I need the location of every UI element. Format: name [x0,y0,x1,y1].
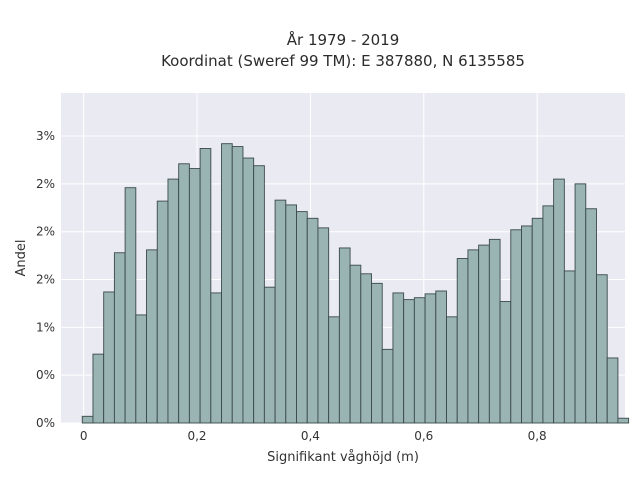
y-tick-label: 0% [36,368,55,382]
histogram-bar [585,208,597,424]
histogram-bar [563,270,576,424]
histogram-bar [617,417,630,424]
histogram-bar [456,258,469,424]
chart-title-line-2: Koordinat (Sweref 99 TM): E 387880, N 61… [161,52,525,70]
y-tick-label: 1% [36,320,55,334]
histogram-bar [446,316,458,424]
histogram-bar [606,357,619,424]
histogram-bar [92,353,105,424]
histogram-bar [574,183,587,424]
bar-layer [81,143,630,424]
histogram-bar [360,273,372,424]
histogram-bar [542,205,555,424]
histogram-bar [521,225,533,424]
histogram-bar [467,249,480,424]
y-tick-label: 3% [36,129,55,143]
chart-title-line-1: År 1979 - 2019 [287,30,400,49]
x-tick-label: 0,8 [528,429,547,443]
histogram-bar [499,301,512,424]
histogram-bar [478,244,490,424]
tick-layer: 0% 0% 1% 2% 2% 2% 3% 0 0,2 0,4 0,6 0,8 [36,129,547,443]
y-tick-label: 0% [36,416,55,430]
histogram-bar [424,293,437,424]
x-tick-label: 0,4 [301,429,320,443]
histogram-bar [349,264,362,424]
histogram-bar [381,348,394,424]
histogram-bar [413,297,426,424]
histogram-bar [178,163,190,424]
histogram-bar [263,286,276,424]
histogram-bar [81,415,94,424]
x-tick-label: 0 [80,429,88,443]
histogram-bar [210,292,222,424]
y-tick-label: 2% [36,225,55,239]
histogram-bar [296,211,308,424]
histogram-bar [167,178,180,424]
histogram-bar [274,199,287,424]
y-axis-label: Andel [14,240,29,277]
histogram-bar [553,178,565,424]
histogram-bar [231,146,244,424]
y-tick-label: 2% [36,273,55,287]
histogram-bar [510,229,522,424]
histogram-bar [435,290,447,424]
histogram-bar [135,314,147,424]
histogram-bar [531,217,544,424]
histogram-bar [596,274,608,424]
histogram-bar [371,282,383,424]
histogram-bar [146,249,158,424]
histogram-bar [328,316,340,424]
histogram-bar [199,148,212,424]
histogram-bar [113,252,126,424]
histogram-bar [317,227,330,424]
y-tick-label: 2% [36,177,55,191]
histogram-bar [403,299,415,424]
histogram-bar [124,187,137,424]
histogram-bar [306,217,319,424]
histogram-bar [285,204,297,424]
x-axis-label: Signifikant våghöjd (m) [267,450,419,465]
histogram-bar [242,157,255,424]
histogram-bar [188,168,201,424]
histogram-bar [338,247,351,424]
histogram-bar [488,238,501,424]
x-tick-label: 0,6 [414,429,433,443]
histogram-bar [253,165,265,424]
histogram-bar [392,292,405,424]
histogram-bar [156,200,169,424]
histogram-bar [103,291,115,424]
histogram-bar [221,143,233,424]
x-tick-label: 0,2 [187,429,206,443]
